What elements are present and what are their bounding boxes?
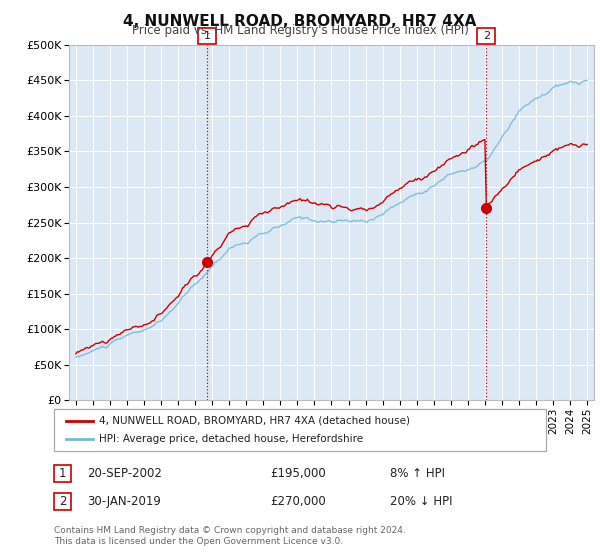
Text: 1: 1: [59, 466, 66, 480]
Text: 20% ↓ HPI: 20% ↓ HPI: [390, 494, 452, 508]
Text: HPI: Average price, detached house, Herefordshire: HPI: Average price, detached house, Here…: [99, 434, 363, 444]
Text: £195,000: £195,000: [270, 466, 326, 480]
Text: 1: 1: [204, 31, 211, 41]
Text: 2: 2: [59, 494, 66, 508]
Text: Price paid vs. HM Land Registry's House Price Index (HPI): Price paid vs. HM Land Registry's House …: [131, 24, 469, 37]
Text: 20-SEP-2002: 20-SEP-2002: [87, 466, 162, 480]
Text: 30-JAN-2019: 30-JAN-2019: [87, 494, 161, 508]
Text: 8% ↑ HPI: 8% ↑ HPI: [390, 466, 445, 480]
Text: 2: 2: [483, 31, 490, 41]
Text: Contains HM Land Registry data © Crown copyright and database right 2024.
This d: Contains HM Land Registry data © Crown c…: [54, 526, 406, 546]
Text: £270,000: £270,000: [270, 494, 326, 508]
Text: 4, NUNWELL ROAD, BROMYARD, HR7 4XA (detached house): 4, NUNWELL ROAD, BROMYARD, HR7 4XA (deta…: [99, 416, 410, 426]
Text: 4, NUNWELL ROAD, BROMYARD, HR7 4XA: 4, NUNWELL ROAD, BROMYARD, HR7 4XA: [124, 14, 476, 29]
